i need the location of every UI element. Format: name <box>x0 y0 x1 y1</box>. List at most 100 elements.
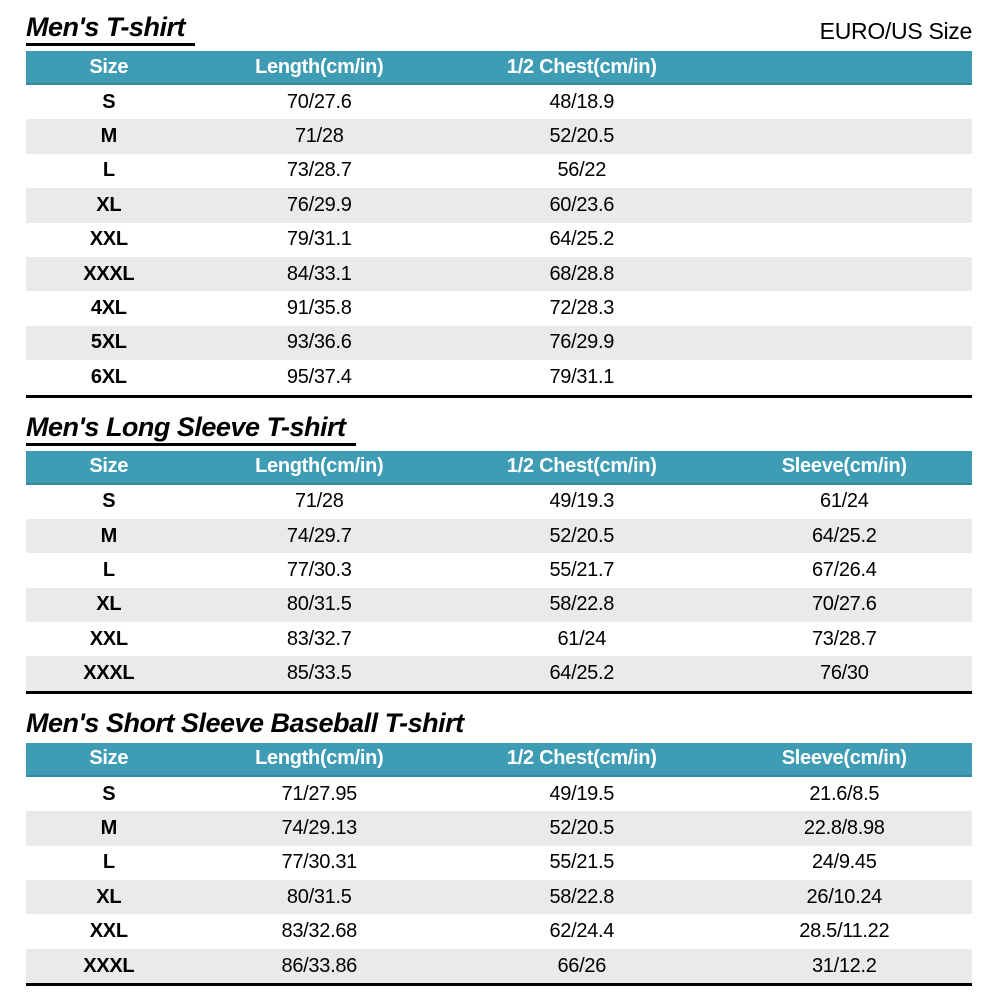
table-row: XXXL 86/33.86 66/26 31/12.2 <box>26 948 972 985</box>
measurement-cell: 21.6/8.5 <box>809 782 880 805</box>
section-title: Men's Short Sleeve Baseball T-shirt <box>26 707 464 738</box>
measurement-cell: 74/29.7 <box>191 518 447 554</box>
table-row: XXXL 84/33.1 68/28.8 <box>26 256 972 292</box>
size-standard-label: EURO/US Size <box>819 18 973 44</box>
measurement-cell: 83/32.68 <box>281 920 358 943</box>
size-table-mens-long-sleeve: Size Length(cm/in) 1/2 Chest(cm/in) Sleeve(… <box>26 450 972 694</box>
column-header: Length(cm/in) <box>191 51 447 85</box>
measurement-cell: 84/33.1 <box>191 256 447 292</box>
measurement-cell: 61/24 <box>557 627 607 650</box>
size-cell: XL <box>26 188 192 223</box>
section-mens-long-sleeve: Men's Long Sleeve T-shirt Size Length(cm/… <box>26 412 972 694</box>
measurement-cell: 24/9.45 <box>811 851 877 874</box>
measurement-cell: 72/28.3 <box>549 297 615 320</box>
table-row: L 77/30.31 55/21.5 24/9.45 <box>26 846 972 880</box>
size-cell: XXL <box>89 228 128 251</box>
column-header: Size <box>26 51 192 85</box>
measurement-cell: 79/31.1 <box>549 365 615 388</box>
table-row: XXXL 85/33.5 64/25.2 76/30 <box>26 656 972 693</box>
column-header: Length(cm/in) <box>191 742 447 777</box>
measurement-cell <box>717 84 972 119</box>
measurement-cell: 79/31.1 <box>286 228 352 251</box>
table-row: XXL 83/32.68 62/24.4 28.5/11.22 <box>26 914 972 948</box>
measurement-cell: 49/19.3 <box>549 490 615 513</box>
measurement-cell: 22.8/8.98 <box>716 811 972 846</box>
size-cell: S <box>102 490 116 513</box>
measurement-cell: 64/25.2 <box>446 656 717 693</box>
measurement-cell: 31/12.2 <box>716 948 972 985</box>
measurement-cell: 76/29.9 <box>446 325 717 361</box>
measurement-cell: 71/27.95 <box>281 782 358 805</box>
measurement-cell: 61/24 <box>820 490 869 513</box>
table-header-row: Size Length(cm/in) 1/2 Chest(cm/in) Sleeve(… <box>26 742 972 777</box>
column-header: 1/2 Chest(cm/in) <box>446 51 717 85</box>
size-cell: XXXL <box>26 256 192 292</box>
measurement-cell <box>717 154 972 188</box>
size-cell: L <box>102 558 115 581</box>
size-cell: L <box>102 159 115 182</box>
size-cell: L <box>102 851 115 874</box>
size-cell: S <box>102 90 116 113</box>
size-table-mens-baseball-tshirt: Size Length(cm/in) 1/2 Chest(cm/in) Sleeve(… <box>26 742 972 987</box>
measurement-cell: 64/25.2 <box>549 228 615 251</box>
measurement-cell: 52/20.5 <box>446 119 717 154</box>
table-row: XL 80/31.5 58/22.8 26/10.24 <box>26 880 972 915</box>
size-cell: XXL <box>89 920 128 943</box>
size-cell: S <box>102 782 116 805</box>
table-row: XL 80/31.5 58/22.8 70/27.6 <box>26 587 972 623</box>
measurement-cell: 52/20.5 <box>446 811 717 846</box>
size-cell: M <box>26 518 192 554</box>
measurement-cell: 64/25.2 <box>716 518 972 554</box>
measurement-cell: 56/22 <box>557 159 607 182</box>
section-header: Men's T-shirt EURO/US Size <box>26 12 972 46</box>
column-header: Sleeve(cm/in) <box>716 742 972 777</box>
table-header-row: Size Length(cm/in) 1/2 Chest(cm/in) <box>26 51 972 85</box>
table-row: M 74/29.13 52/20.5 22.8/8.98 <box>26 811 972 846</box>
table-row: S 70/27.6 48/18.9 <box>26 84 972 119</box>
column-header <box>716 51 972 85</box>
column-header: 1/2 Chest(cm/in) <box>446 742 717 777</box>
table-row: XXL 83/32.7 61/24 73/28.7 <box>26 622 972 656</box>
measurement-cell <box>716 119 972 154</box>
measurement-cell <box>717 360 972 396</box>
size-cell: XXXL <box>26 948 192 985</box>
measurement-cell: 73/28.7 <box>286 159 352 182</box>
measurement-cell <box>716 325 972 361</box>
measurement-cell: 91/35.8 <box>286 297 352 320</box>
measurement-cell: 66/26 <box>446 948 717 985</box>
measurement-cell: 80/31.5 <box>191 587 447 623</box>
measurement-cell: 28.5/11.22 <box>799 920 890 943</box>
section-header: Men's Long Sleeve T-shirt <box>26 412 972 446</box>
section-header: Men's Short Sleeve Baseball T-shirt <box>26 708 972 738</box>
table-row: L 77/30.3 55/21.7 67/26.4 <box>26 553 972 587</box>
measurement-cell: 77/30.31 <box>281 851 358 874</box>
measurement-cell: 62/24.4 <box>549 920 615 943</box>
measurement-cell: 55/21.5 <box>549 851 615 874</box>
measurement-cell <box>717 223 972 257</box>
measurement-cell: 70/27.6 <box>716 587 972 623</box>
measurement-cell <box>717 291 972 325</box>
measurement-cell: 83/32.7 <box>286 627 352 650</box>
section-mens-baseball-tshirt: Men's Short Sleeve Baseball T-shirt Size… <box>26 708 972 987</box>
table-row: S 71/28 49/19.3 61/24 <box>26 484 972 519</box>
table-row: S 71/27.95 49/19.5 21.6/8.5 <box>26 776 972 811</box>
measurement-cell <box>716 256 972 292</box>
section-title: Men's T-shirt <box>26 12 195 46</box>
measurement-cell <box>716 188 972 223</box>
measurement-cell: 68/28.8 <box>446 256 717 292</box>
measurement-cell: 70/27.6 <box>286 90 352 113</box>
size-cell: 5XL <box>26 325 192 361</box>
table-row: XXL 79/31.1 64/25.2 <box>26 223 972 257</box>
measurement-cell: 86/33.86 <box>191 948 447 985</box>
size-cell: M <box>26 811 192 846</box>
table-row: 5XL 93/36.6 76/29.9 <box>26 325 972 361</box>
size-table-mens-tshirt: Size Length(cm/in) 1/2 Chest(cm/in) S 70/27… <box>26 51 972 398</box>
column-header: Size <box>26 450 192 485</box>
measurement-cell: 74/29.13 <box>191 811 447 846</box>
measurement-cell: 95/37.4 <box>286 365 352 388</box>
measurement-cell: 71/28 <box>294 490 344 513</box>
table-row: L 73/28.7 56/22 <box>26 154 972 188</box>
size-cell: 6XL <box>90 365 127 388</box>
measurement-cell: 58/22.8 <box>446 587 717 623</box>
